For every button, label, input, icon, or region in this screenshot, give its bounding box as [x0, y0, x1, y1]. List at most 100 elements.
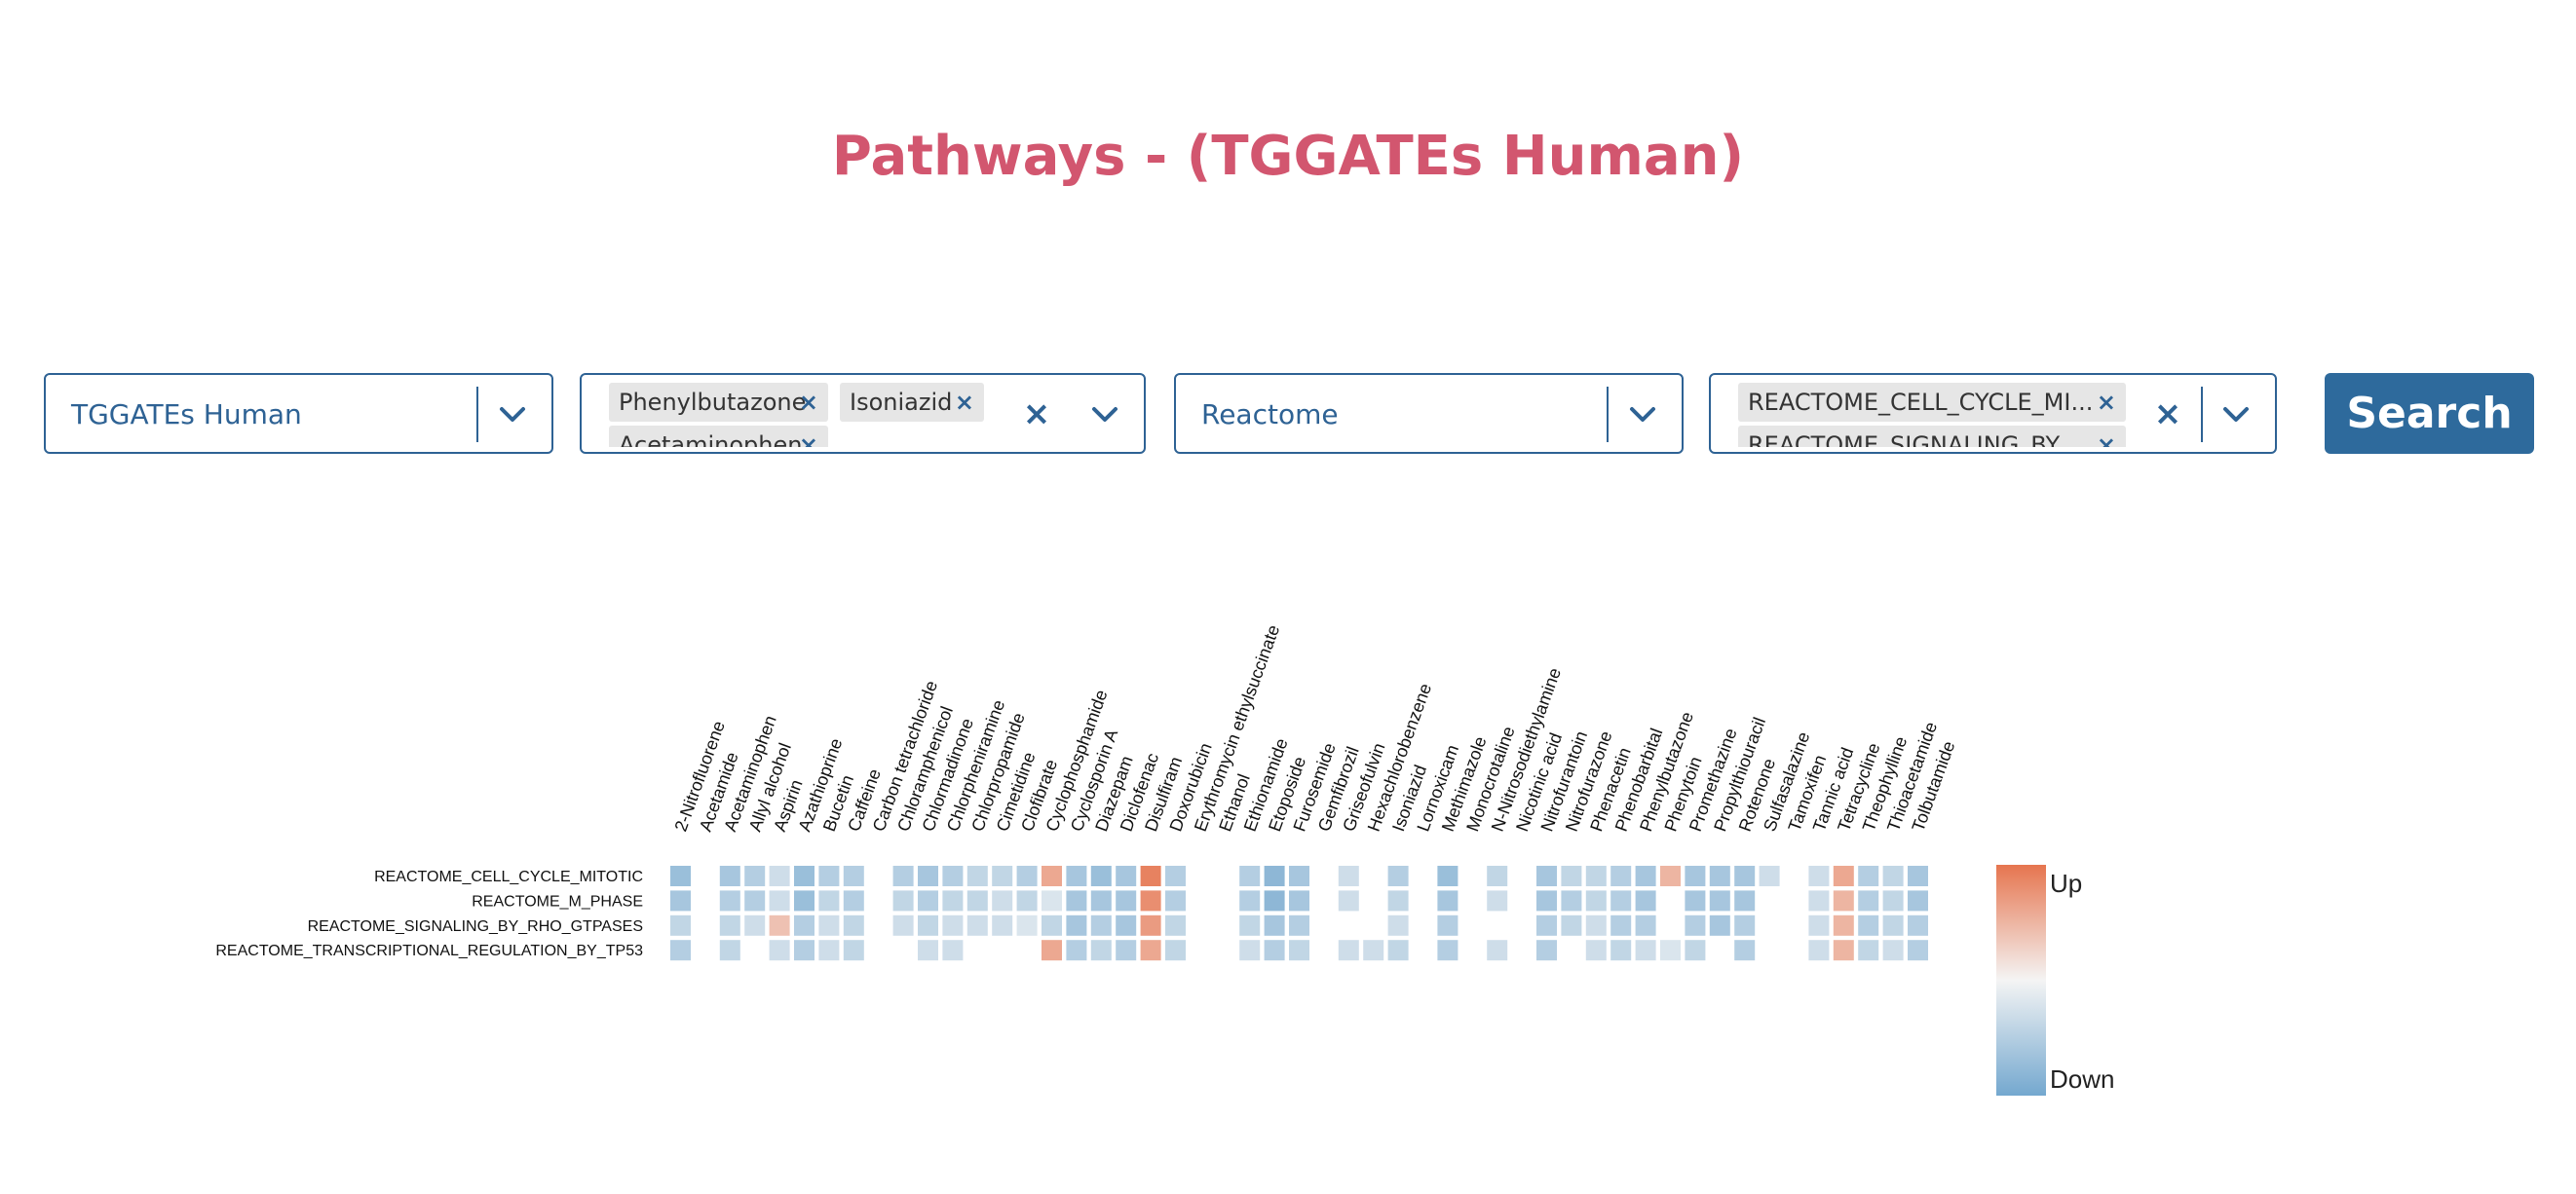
heatmap-cell[interactable] [1066, 914, 1087, 936]
heatmap-cell[interactable] [744, 866, 766, 886]
heatmap-cell[interactable] [892, 866, 914, 886]
heatmap-cell[interactable] [1116, 940, 1137, 961]
chevron-down-icon[interactable] [2219, 400, 2253, 429]
heatmap-cell[interactable] [1908, 940, 1928, 961]
heatmap-cell[interactable] [1090, 866, 1112, 886]
heatmap-cell[interactable] [744, 890, 766, 912]
heatmap-cell[interactable] [1487, 866, 1508, 886]
heatmap-cell[interactable] [992, 914, 1013, 936]
heatmap-cell[interactable] [1635, 914, 1656, 936]
heatmap-cell[interactable] [769, 914, 790, 936]
heatmap-cell[interactable] [1387, 914, 1409, 936]
heatmap-cell[interactable] [1338, 940, 1359, 961]
heatmap-cell[interactable] [1882, 940, 1904, 961]
close-icon[interactable]: × [2153, 394, 2182, 433]
heatmap-cell[interactable] [1387, 866, 1409, 886]
heatmap-cell[interactable] [719, 890, 740, 912]
heatmap-cell[interactable] [794, 914, 814, 936]
dataset-select[interactable]: TGGATEs Human [44, 373, 553, 454]
heatmap-cell[interactable] [843, 940, 864, 961]
close-icon[interactable]: × [1022, 394, 1051, 433]
heatmap-cell[interactable] [1635, 890, 1656, 912]
heatmap-cell[interactable] [1387, 940, 1409, 961]
heatmap-cell[interactable] [1734, 914, 1756, 936]
heatmap-cell[interactable] [1042, 914, 1062, 936]
heatmap-cell[interactable] [1437, 914, 1458, 936]
chevron-down-icon[interactable] [1626, 400, 1659, 429]
heatmap-cell[interactable] [719, 914, 740, 936]
heatmap-cell[interactable] [1016, 866, 1038, 886]
heatmap-cell[interactable] [1437, 890, 1458, 912]
close-icon[interactable]: × [2096, 389, 2116, 416]
heatmap-cell[interactable] [1908, 866, 1928, 886]
heatmap-cell[interactable] [744, 914, 766, 936]
heatmap-cell[interactable] [1561, 866, 1582, 886]
heatmap-cell[interactable] [1858, 914, 1879, 936]
heatmap-cell[interactable] [1734, 890, 1756, 912]
heatmap-cell[interactable] [1734, 940, 1756, 961]
heatmap-cell[interactable] [1066, 940, 1087, 961]
heatmap-cell[interactable] [769, 866, 790, 886]
heatmap-cell[interactable] [1808, 914, 1830, 936]
heatmap-cell[interactable] [918, 890, 938, 912]
heatmap-cell[interactable] [1239, 890, 1261, 912]
heatmap-cell[interactable] [794, 940, 814, 961]
heatmap-cell[interactable] [843, 914, 864, 936]
heatmap-cell[interactable] [1090, 914, 1112, 936]
heatmap-cell[interactable] [1808, 890, 1830, 912]
heatmap-cell[interactable] [942, 940, 964, 961]
heatmap-cell[interactable] [1042, 866, 1062, 886]
heatmap-cell[interactable] [1585, 914, 1607, 936]
heatmap-cell[interactable] [818, 914, 840, 936]
heatmap-cell[interactable] [992, 890, 1013, 912]
heatmap-cell[interactable] [1239, 914, 1261, 936]
compounds-select[interactable]: Phenylbutazone × Isoniazid × Acetaminoph… [580, 373, 1146, 454]
heatmap-cell[interactable] [1536, 890, 1557, 912]
heatmap-cell[interactable] [818, 866, 840, 886]
heatmap-cell[interactable] [1289, 866, 1309, 886]
heatmap-cell[interactable] [1610, 866, 1632, 886]
heatmap-cell[interactable] [1042, 890, 1062, 912]
heatmap-cell[interactable] [1635, 940, 1656, 961]
heatmap-cell[interactable] [1264, 914, 1285, 936]
heatmap-cell[interactable] [1808, 866, 1830, 886]
heatmap-cell[interactable] [1239, 940, 1261, 961]
heatmap-cell[interactable] [892, 914, 914, 936]
heatmap-cell[interactable] [1363, 940, 1384, 961]
heatmap-cell[interactable] [818, 890, 840, 912]
heatmap-cell[interactable] [1635, 866, 1656, 886]
heatmap-cell[interactable] [719, 940, 740, 961]
heatmap-cell[interactable] [1116, 914, 1137, 936]
heatmap-cell[interactable] [1660, 940, 1681, 961]
heatmap-cell[interactable] [1338, 890, 1359, 912]
heatmap-cell[interactable] [1066, 866, 1087, 886]
close-icon[interactable]: × [2096, 431, 2116, 447]
heatmap-cell[interactable] [1437, 866, 1458, 886]
heatmap-cell[interactable] [1016, 890, 1038, 912]
heatmap-cell[interactable] [1264, 890, 1285, 912]
heatmap-cell[interactable] [1338, 866, 1359, 886]
heatmap-cell[interactable] [918, 866, 938, 886]
heatmap-cell[interactable] [1264, 940, 1285, 961]
heatmap-cell[interactable] [1858, 890, 1879, 912]
heatmap-cell[interactable] [1759, 866, 1780, 886]
heatmap-cell[interactable] [1833, 890, 1854, 912]
heatmap-cell[interactable] [1610, 940, 1632, 961]
heatmap-cell[interactable] [1585, 940, 1607, 961]
pathways-select[interactable]: REACTOME_CELL_CYCLE_MI... × REACTOME_SIG… [1709, 373, 2277, 454]
heatmap-cell[interactable] [1808, 940, 1830, 961]
heatmap-cell[interactable] [843, 890, 864, 912]
heatmap-cell[interactable] [1561, 890, 1582, 912]
heatmap-cell[interactable] [1066, 890, 1087, 912]
heatmap-cell[interactable] [1536, 940, 1557, 961]
heatmap-cell[interactable] [670, 890, 691, 912]
heatmap-cell[interactable] [1709, 914, 1730, 936]
heatmap-cell[interactable] [1165, 890, 1186, 912]
heatmap-cell[interactable] [1289, 940, 1309, 961]
heatmap-cell[interactable] [1042, 940, 1062, 961]
heatmap-cell[interactable] [1882, 866, 1904, 886]
heatmap-cell[interactable] [918, 914, 938, 936]
heatmap-cell[interactable] [1239, 866, 1261, 886]
heatmap-cell[interactable] [794, 866, 814, 886]
heatmap-cell[interactable] [670, 914, 691, 936]
